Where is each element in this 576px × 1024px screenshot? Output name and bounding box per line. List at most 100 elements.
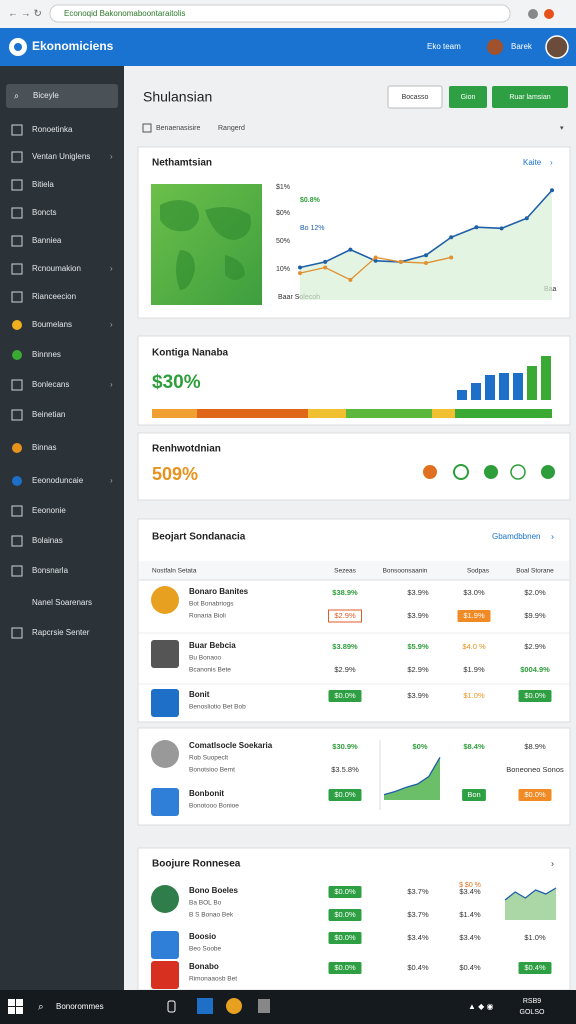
row-name[interactable]: Bono Boeles <box>189 886 238 895</box>
start-button[interactable] <box>8 999 23 1014</box>
nav-item[interactable]: Binnas <box>32 443 56 452</box>
nav-item[interactable]: Bonsnarla <box>32 566 69 575</box>
cell: $3.0% <box>463 588 485 597</box>
button[interactable] <box>387 85 443 109</box>
column-header: Sodpas <box>467 568 490 575</box>
taskbar-search[interactable]: Bonorommes <box>56 1002 104 1011</box>
nav-item[interactable]: Binnnes <box>32 350 61 359</box>
sidebar-search[interactable] <box>6 84 118 108</box>
nav-item[interactable]: Bonlecans <box>32 380 69 389</box>
chevron[interactable]: › <box>110 380 113 389</box>
row-name[interactable]: Bonaro Banites <box>189 587 249 596</box>
breadcrumb[interactable]: Benaenasisire <box>156 125 200 132</box>
row-name[interactable]: Buar Bebcia <box>189 641 236 650</box>
url-box[interactable] <box>49 4 511 23</box>
user[interactable]: Barek <box>511 42 533 51</box>
team[interactable]: Eko team <box>427 42 461 51</box>
nav-buttons[interactable]: ← → ↻ <box>8 9 42 20</box>
point <box>524 216 529 221</box>
progress-segment <box>308 409 346 418</box>
avatar <box>151 788 179 816</box>
cell: $3.4% <box>459 887 481 896</box>
nav-item[interactable]: Nanel Soarenars <box>32 598 92 607</box>
card-link[interactable]: Gbamdbbnen <box>492 532 540 541</box>
chevron[interactable]: › <box>110 320 113 329</box>
task-icon[interactable] <box>226 998 242 1014</box>
chevron[interactable]: › <box>110 264 113 273</box>
nav-item[interactable]: Rianceecion <box>32 292 76 301</box>
nav-item[interactable]: Ventan Uniglens <box>32 152 90 161</box>
row-name[interactable]: Bonbonit <box>189 789 224 798</box>
badge[interactable] <box>457 610 491 622</box>
badge[interactable] <box>328 909 362 921</box>
button[interactable] <box>449 86 487 108</box>
badge[interactable] <box>328 932 362 944</box>
bar <box>485 375 495 400</box>
button-label[interactable]: Gion <box>461 94 476 101</box>
nav-item[interactable]: Banniea <box>32 236 62 245</box>
chevron[interactable]: › <box>110 152 113 161</box>
area <box>384 757 440 800</box>
badge[interactable] <box>518 690 552 702</box>
ext-icon[interactable] <box>544 9 554 19</box>
nav-item[interactable]: Rapcrsie Senter <box>32 628 90 637</box>
task-icon[interactable] <box>167 1000 176 1013</box>
badge[interactable] <box>328 886 362 898</box>
row-name[interactable]: Boosio <box>189 932 216 941</box>
cell: $8.9% <box>524 742 546 751</box>
status-icon[interactable] <box>510 464 526 480</box>
annotation: Baar Solecoh <box>278 294 320 301</box>
task-icon[interactable] <box>197 998 213 1014</box>
badge[interactable] <box>328 609 362 623</box>
cell: $1.9% <box>463 665 485 674</box>
tray-icons[interactable]: ▲ ◆ ◉ <box>468 1002 494 1011</box>
chevron[interactable]: › <box>110 476 113 485</box>
profile-avatar[interactable] <box>545 35 569 59</box>
card-title: Boojure Ronnesea <box>152 859 241 870</box>
line <box>383 757 441 796</box>
nav-item[interactable]: Rcnoumakion <box>32 264 81 273</box>
cell: $5.9% <box>407 642 429 651</box>
status-icon[interactable] <box>541 465 555 479</box>
chevron[interactable]: › <box>551 858 554 868</box>
button-label[interactable]: Bocasso <box>402 94 429 101</box>
card-title: Beojart Sondanacia <box>152 532 246 543</box>
chevron[interactable]: › <box>550 158 553 167</box>
nav-icon <box>12 443 22 453</box>
chevron[interactable]: ▾ <box>560 125 564 132</box>
badge[interactable] <box>518 789 552 801</box>
nav-item[interactable]: Bolainas <box>32 536 63 545</box>
task-icon[interactable] <box>258 999 270 1013</box>
badge[interactable] <box>518 962 552 974</box>
badge[interactable] <box>328 962 362 974</box>
status-icon[interactable] <box>484 465 498 479</box>
nav-item[interactable]: Boumelans <box>32 320 72 329</box>
nav-item[interactable]: Boncts <box>32 208 56 217</box>
ext-icon[interactable] <box>528 9 538 19</box>
nav-item[interactable]: Bitiela <box>32 180 54 189</box>
row-name[interactable]: Comatlsocle Soekaria <box>189 741 273 750</box>
nav-item[interactable]: Eeononie <box>32 506 66 515</box>
nav-icon <box>12 350 22 360</box>
badge-text: $0.0% <box>334 910 356 919</box>
breadcrumb[interactable]: Rangerd <box>218 125 245 132</box>
status-icon[interactable] <box>453 464 469 480</box>
status-icon[interactable] <box>423 465 437 479</box>
card-link[interactable]: Kaite <box>523 158 542 167</box>
logo[interactable]: Ekonomiciens <box>32 39 114 53</box>
axis-label: 10% <box>276 266 290 273</box>
button-label[interactable]: Ruar lamsian <box>509 94 550 101</box>
row-name[interactable]: Bonit <box>189 690 210 699</box>
nav-item[interactable]: Eeonoduncaie <box>32 476 84 485</box>
nav-item[interactable]: Beinetian <box>32 410 65 419</box>
badge[interactable] <box>462 789 486 801</box>
bar <box>457 390 467 400</box>
button[interactable] <box>492 86 568 108</box>
badge[interactable] <box>328 789 362 801</box>
nav-icon <box>11 535 23 547</box>
badge[interactable] <box>328 690 362 702</box>
map-land <box>160 200 251 290</box>
nav-item[interactable]: Ronoetinka <box>32 125 73 134</box>
row-name[interactable]: Bonabo <box>189 962 219 971</box>
chevron[interactable]: › <box>551 531 554 541</box>
